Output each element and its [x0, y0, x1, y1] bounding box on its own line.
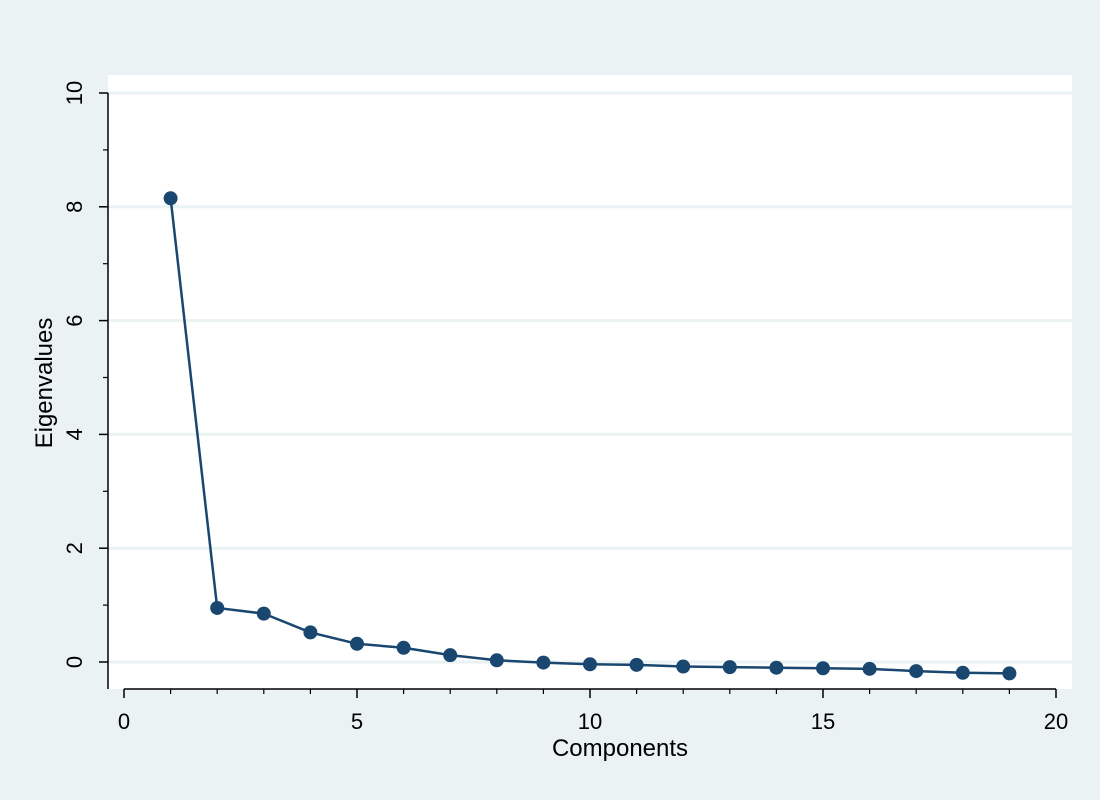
y-axis-title: Eigenvalues — [31, 318, 58, 449]
x-tick-label: 10 — [578, 709, 602, 734]
data-point — [396, 640, 411, 655]
data-point — [769, 660, 784, 675]
data-point — [955, 665, 970, 680]
data-point — [350, 636, 364, 651]
x-tick-label: 20 — [1044, 709, 1068, 734]
data-point — [629, 657, 644, 672]
y-tick-label: 2 — [62, 542, 87, 554]
axes: 0 2 4 6 8 10 0 5 10 15 20 — [62, 81, 1068, 734]
x-tick-label: 5 — [351, 709, 363, 734]
x-axis-title: Components — [552, 735, 688, 762]
y-tick-label: 0 — [62, 656, 87, 668]
data-point — [816, 661, 830, 676]
data-point — [303, 625, 318, 640]
y-tick-label: 10 — [62, 81, 87, 105]
data-point — [862, 661, 877, 676]
data-point — [676, 659, 691, 674]
x-tick-label: 0 — [118, 709, 130, 734]
data-point — [210, 600, 225, 615]
data-point — [1002, 666, 1017, 681]
plot-area — [108, 75, 1072, 689]
data-point — [256, 606, 271, 621]
data-point — [909, 664, 924, 679]
data-point — [583, 657, 597, 672]
y-tick-label: 6 — [62, 314, 87, 326]
gridlines — [108, 91, 1072, 664]
data-point — [163, 191, 178, 206]
x-tick-label: 15 — [811, 709, 835, 734]
y-tick-label: 4 — [62, 428, 87, 440]
data-point — [443, 648, 458, 663]
y-tick-label: 8 — [62, 201, 87, 213]
series-layer — [163, 191, 1017, 681]
data-point — [722, 660, 737, 675]
data-point — [536, 655, 551, 670]
data-point — [489, 653, 504, 668]
